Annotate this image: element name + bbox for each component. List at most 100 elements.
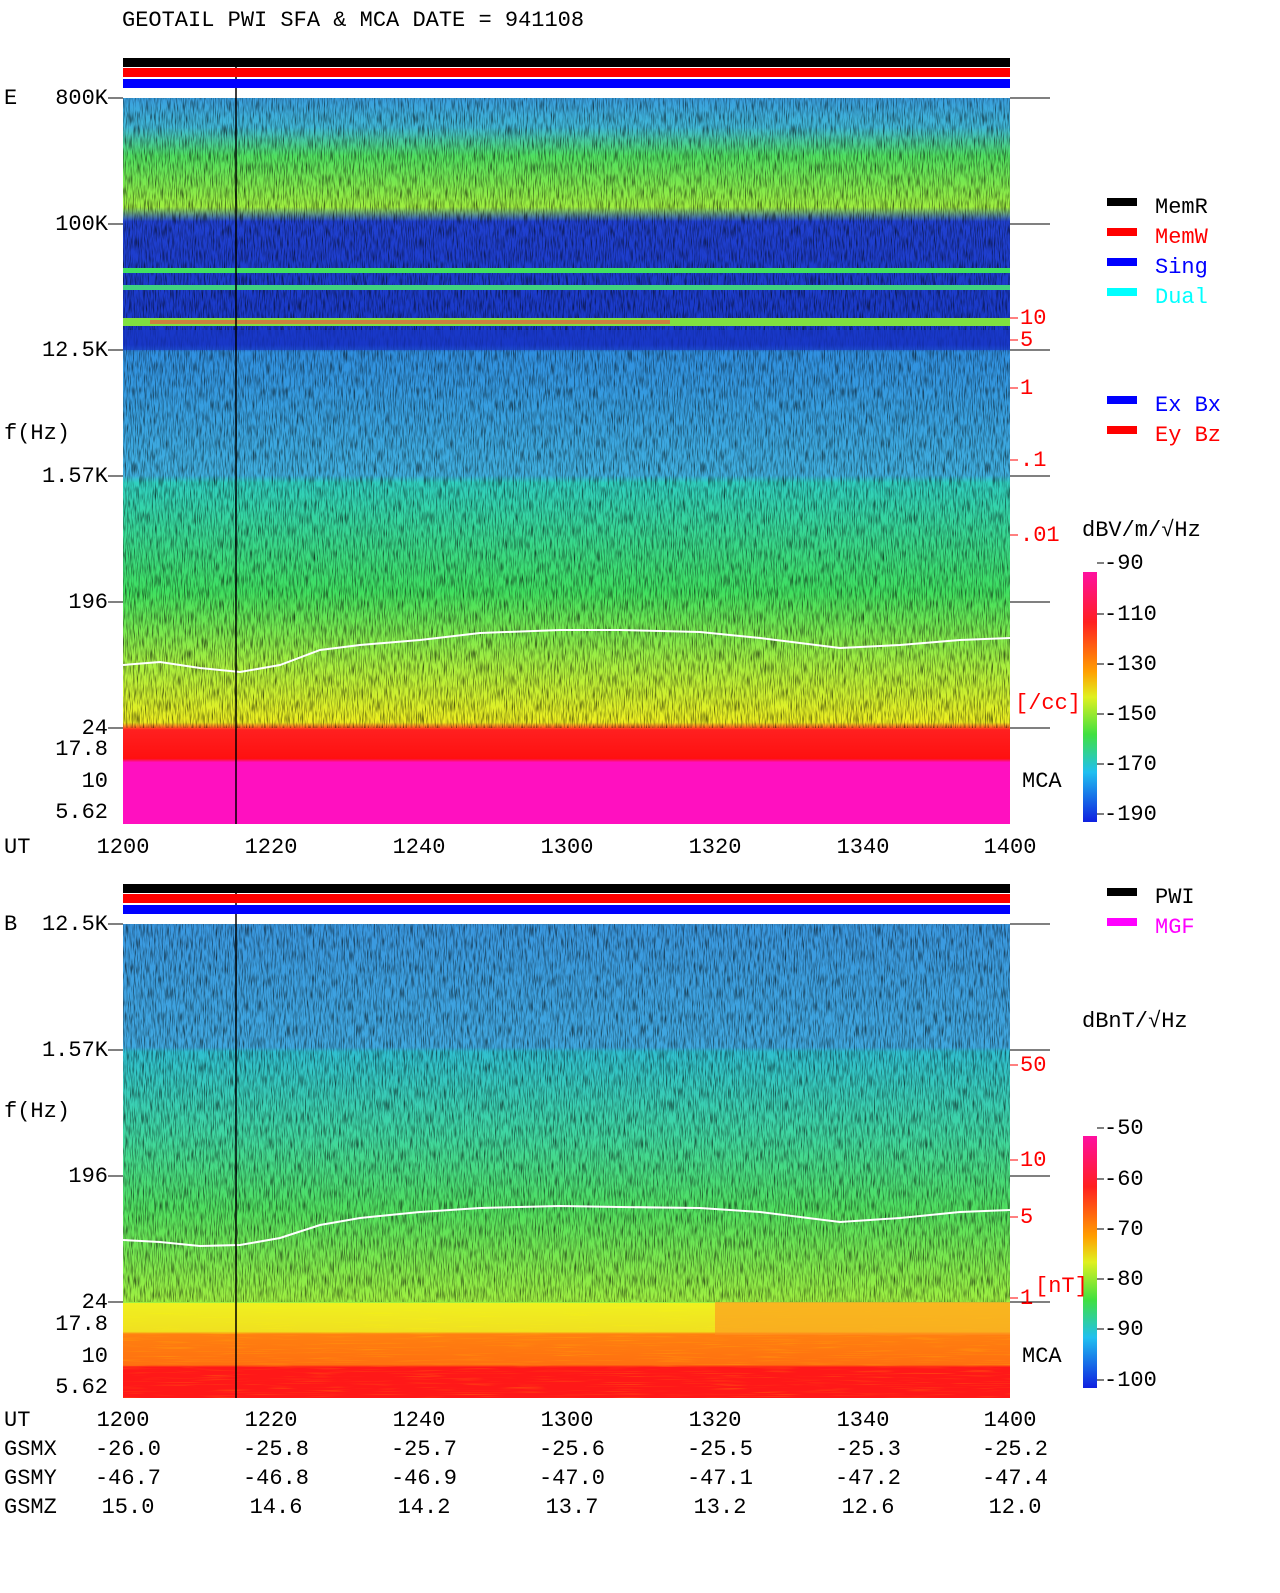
time-tick-label: 1340 <box>837 835 890 860</box>
freq-tick-label: 10 <box>82 769 108 794</box>
colorbar-tick-label: -150 <box>1104 702 1157 727</box>
time-tick-label: 1240 <box>393 1408 446 1433</box>
freq-tick-label: 10 <box>82 1344 108 1369</box>
legend-label: Dual <box>1155 285 1208 310</box>
freq-tick-label: 12.5K <box>42 338 109 363</box>
legend-swatch <box>1107 888 1137 896</box>
time-tick-label: 1400 <box>984 835 1037 860</box>
orbit-value: 14.2 <box>398 1495 451 1520</box>
right-scale-label: 1 <box>1020 1286 1033 1311</box>
x-axis-label: UT <box>4 835 30 860</box>
orbit-value: -25.5 <box>687 1437 753 1462</box>
orbit-name: GSMZ <box>4 1495 57 1520</box>
colorbar-unit: dBnT/√Hz <box>1082 1009 1188 1034</box>
orbit-value: 13.7 <box>546 1495 599 1520</box>
orbit-value: -25.2 <box>982 1437 1048 1462</box>
status-bar <box>123 894 1010 903</box>
band <box>150 320 670 324</box>
colorbar <box>1083 572 1097 822</box>
orbit-value: -47.2 <box>835 1466 901 1491</box>
right-scale-label: 50 <box>1020 1053 1046 1078</box>
orbit-value: 12.6 <box>842 1495 895 1520</box>
band <box>715 1302 1010 1335</box>
time-tick-label: 1320 <box>689 1408 742 1433</box>
legend-swatch <box>1107 426 1137 434</box>
legend-label: Ey Bz <box>1155 423 1221 448</box>
colorbar-tick-label: -110 <box>1104 602 1157 627</box>
texture <box>123 924 1010 1302</box>
density-trace <box>122 629 1011 674</box>
colorbar-tick-label: -90 <box>1104 1317 1144 1342</box>
orbit-value: -47.1 <box>687 1466 753 1491</box>
right-scale-label: 10 <box>1020 306 1046 331</box>
right-scale-label: .01 <box>1020 523 1060 548</box>
freq-tick-label: 24 <box>82 716 108 741</box>
legend-swatch <box>1107 198 1137 206</box>
orbit-value: -46.9 <box>391 1466 457 1491</box>
freq-tick-label: 196 <box>68 590 108 615</box>
legend-swatch <box>1107 396 1137 404</box>
status-bar <box>123 905 1010 914</box>
colorbar-tick-label: -190 <box>1104 802 1157 827</box>
freq-tick-label: 5.62 <box>55 1375 108 1400</box>
orbit-value: -25.7 <box>391 1437 457 1462</box>
legend-swatch <box>1107 288 1137 296</box>
panel-label: E <box>4 86 17 111</box>
time-tick-label: 1340 <box>837 1408 890 1433</box>
freq-tick-label: 5.62 <box>55 800 108 825</box>
legend-swatch <box>1107 228 1137 236</box>
orbit-name: GSMX <box>4 1437 57 1462</box>
colorbar-tick-label: -130 <box>1104 652 1157 677</box>
freq-tick-label: 24 <box>82 1290 108 1315</box>
freq-tick-label: 1.57K <box>42 1038 109 1063</box>
mca-label: MCA <box>1022 1344 1062 1369</box>
time-tick-label: 1400 <box>984 1408 1037 1433</box>
freq-tick-label: 800K <box>55 86 109 111</box>
legend-label: MGF <box>1155 915 1195 940</box>
status-bar <box>123 58 1010 67</box>
texture <box>123 98 1010 728</box>
colorbar-tick-label: -90 <box>1104 551 1144 576</box>
freq-tick-label: 1.57K <box>42 464 109 489</box>
legend-label: Sing <box>1155 255 1208 280</box>
status-bar <box>123 79 1010 88</box>
title: GEOTAIL PWI SFA & MCA DATE = 941108 <box>122 8 584 33</box>
orbit-name: GSMY <box>4 1466 57 1491</box>
legend-swatch <box>1107 258 1137 266</box>
colorbar-tick-label: -50 <box>1104 1116 1144 1141</box>
freq-tick-label: 100K <box>55 212 109 237</box>
right-scale-label: 5 <box>1020 328 1033 353</box>
colorbar <box>1083 1136 1097 1388</box>
y-axis-label: f(Hz) <box>4 421 70 446</box>
time-tick-label: 1200 <box>97 835 150 860</box>
orbit-value: 12.0 <box>989 1495 1042 1520</box>
y-axis-label: f(Hz) <box>4 1099 70 1124</box>
time-tick-label: 1300 <box>541 1408 594 1433</box>
orbit-value: -46.7 <box>95 1466 161 1491</box>
legend-label: Ex Bx <box>1155 393 1221 418</box>
status-bar <box>123 68 1010 77</box>
time-tick-label: 1220 <box>245 835 298 860</box>
orbit-value: -25.3 <box>835 1437 901 1462</box>
orbit-value: -46.8 <box>243 1466 309 1491</box>
right-scale-label: 5 <box>1020 1205 1033 1230</box>
right-unit: [/cc] <box>1015 691 1081 716</box>
freq-tick-label: 12.5K <box>42 912 109 937</box>
orbit-value: 14.6 <box>250 1495 303 1520</box>
time-tick-label: 1240 <box>393 835 446 860</box>
orbit-value: -25.6 <box>539 1437 605 1462</box>
orbit-value: -25.8 <box>243 1437 309 1462</box>
time-tick-label: 1300 <box>541 835 594 860</box>
right-unit: [nT] <box>1035 1274 1088 1299</box>
colorbar-tick-label: -80 <box>1104 1267 1144 1292</box>
freq-tick-label: 17.8 <box>55 1312 108 1337</box>
colorbar-tick-label: -60 <box>1104 1167 1144 1192</box>
legend-swatch <box>1107 918 1137 926</box>
band <box>123 330 1010 350</box>
b-trace <box>122 1204 1011 1248</box>
orbit-value: 13.2 <box>694 1495 747 1520</box>
panel-label: B <box>4 912 17 937</box>
band <box>123 268 1010 273</box>
time-tick-label: 1220 <box>245 1408 298 1433</box>
